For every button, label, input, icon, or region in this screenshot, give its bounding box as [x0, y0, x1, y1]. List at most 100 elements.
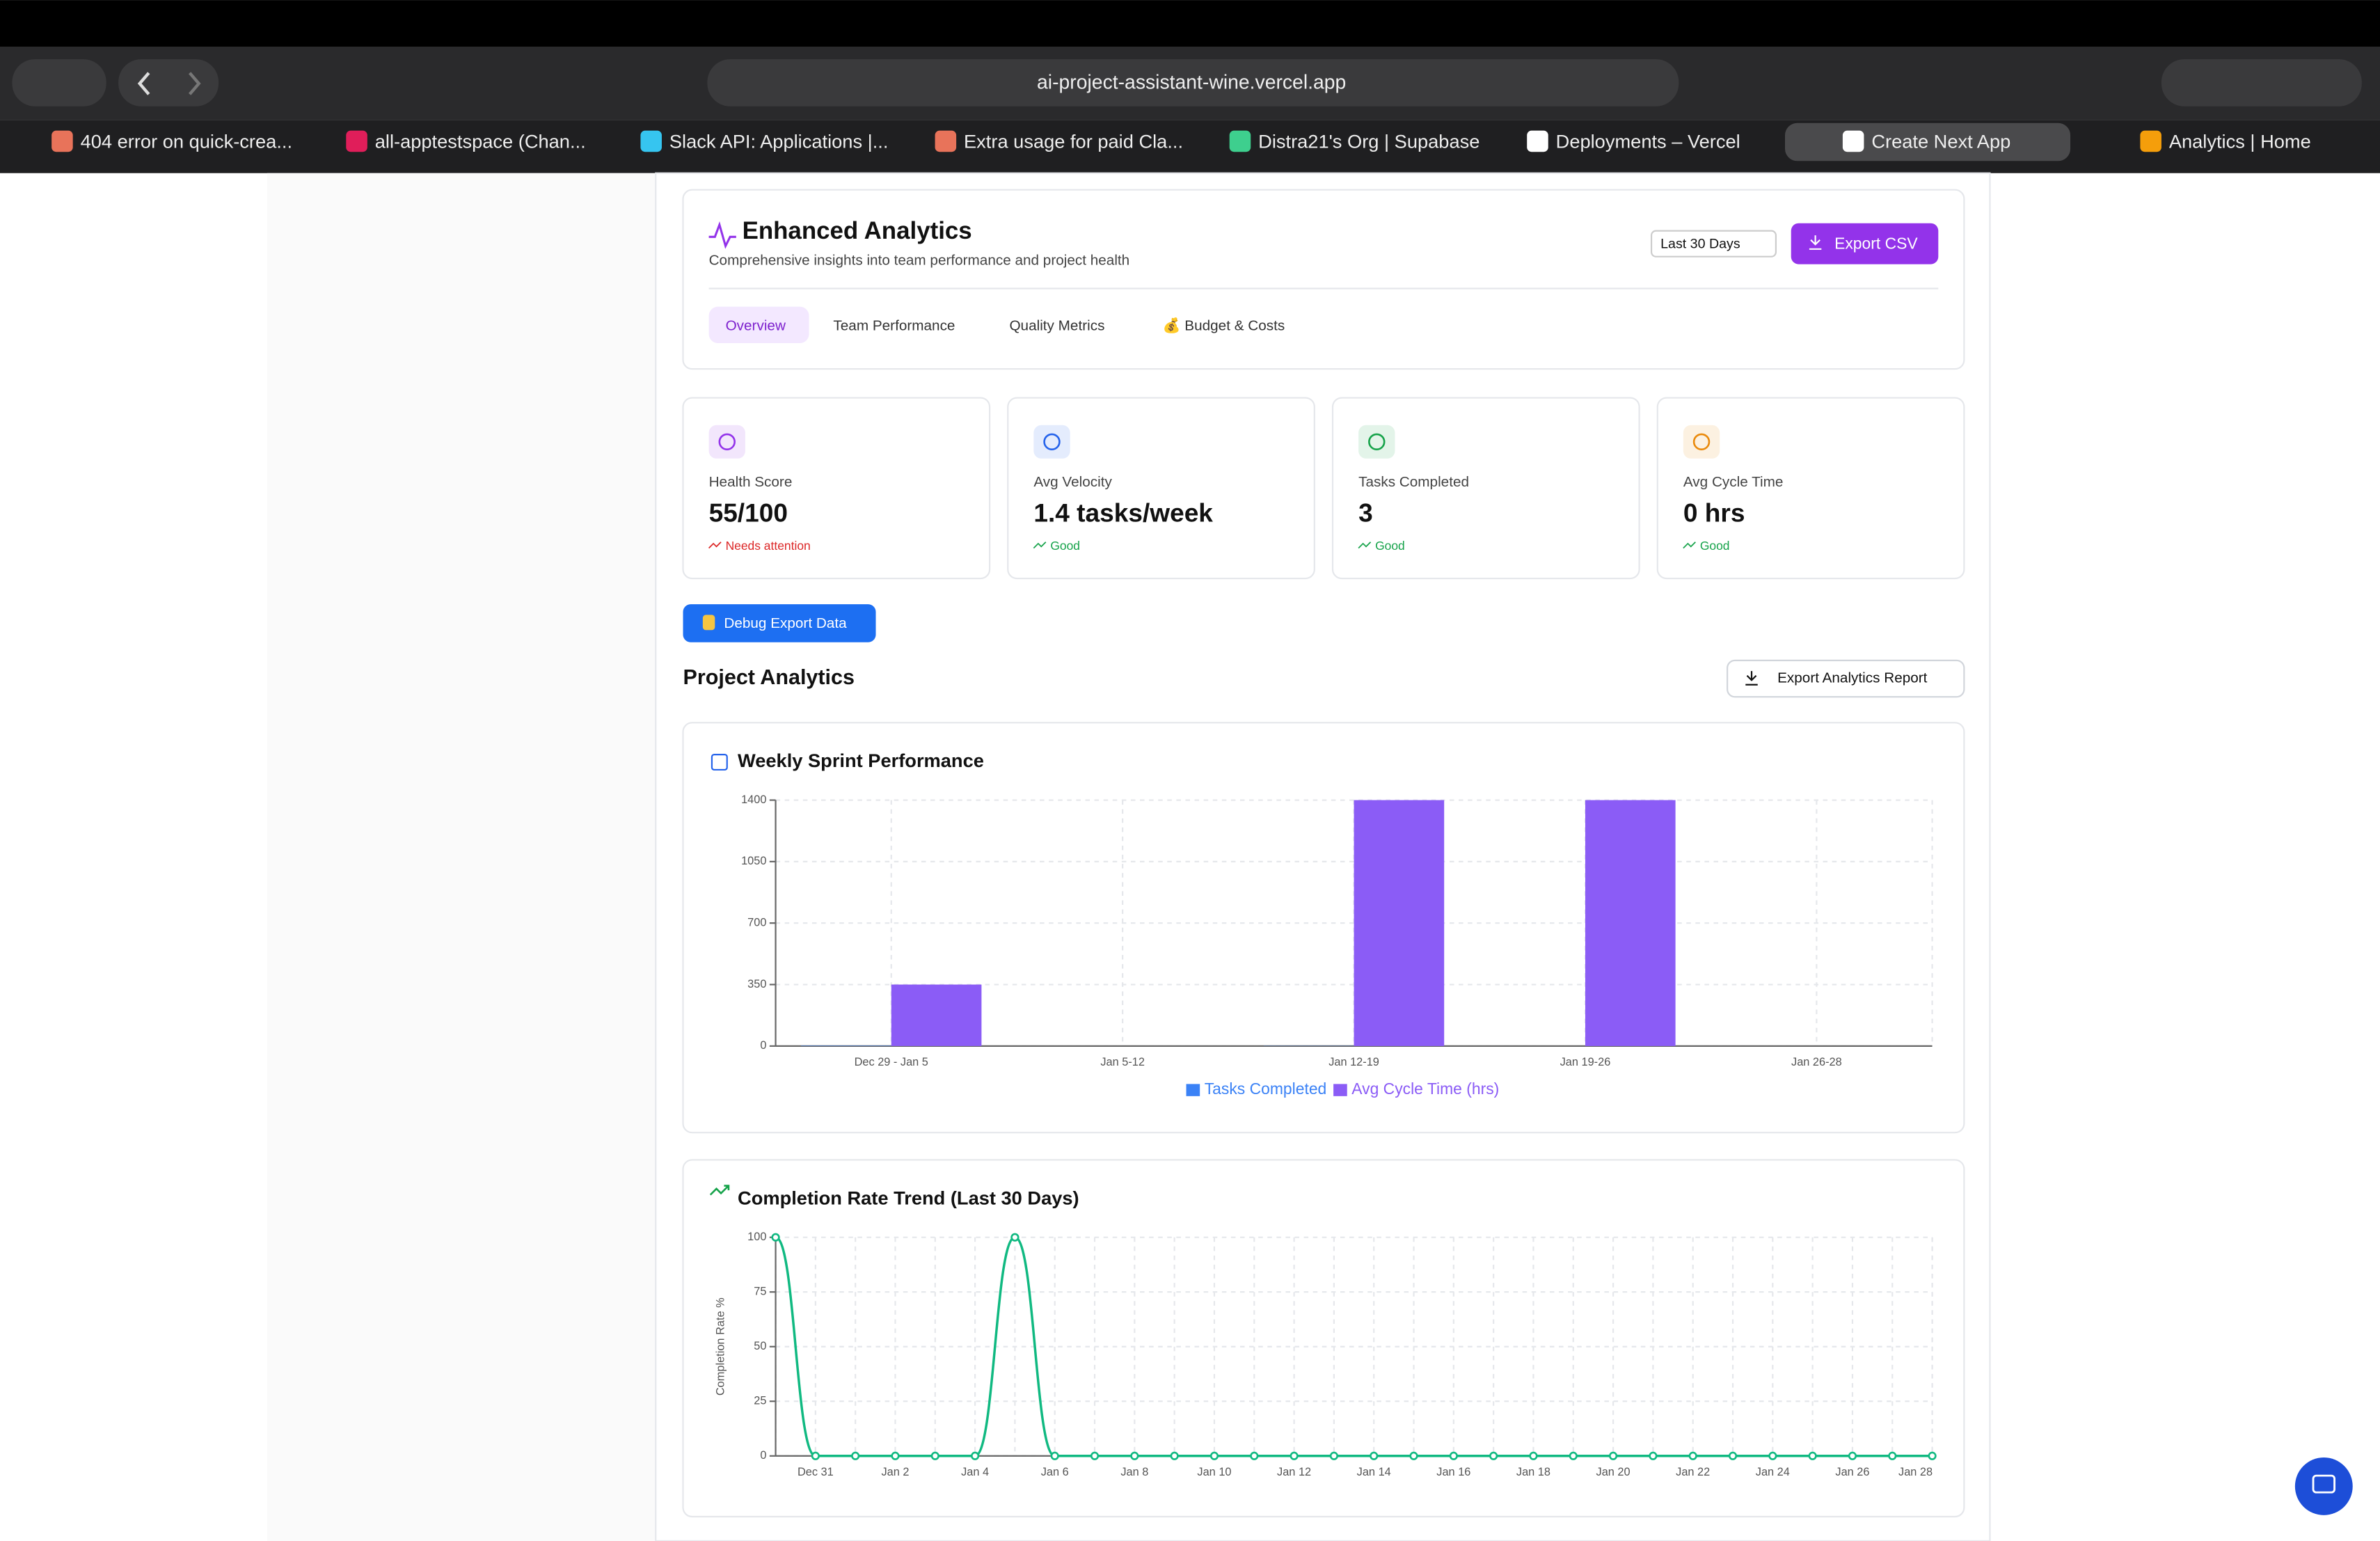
export-csv-label: Export CSV [1834, 234, 1918, 252]
point [891, 1451, 900, 1460]
stat-status: Good [1050, 539, 1080, 553]
chart-title: Weekly Sprint Performance [738, 750, 984, 771]
y-axis-label: Completion Rate % [714, 1297, 727, 1396]
section-tab[interactable]: Quality Metrics [1009, 317, 1104, 333]
bar [801, 1045, 891, 1046]
forward-icon [188, 72, 201, 95]
stat-icon-glyph [1043, 433, 1061, 451]
y-tick-label: 0 [760, 1039, 766, 1052]
x-tick-label: Jan 18 [1516, 1466, 1550, 1478]
x-tick-label: Jan 10 [1197, 1466, 1231, 1478]
url-bar[interactable] [707, 59, 1679, 106]
stat-icon-glyph [1368, 433, 1386, 451]
stat-label: Avg Cycle Time [1683, 474, 1784, 490]
legend-label: Avg Cycle Time (hrs) [1351, 1080, 1499, 1098]
chart-card [682, 1159, 1965, 1518]
line [775, 1235, 1933, 1457]
chart-title: Completion Rate Trend (Last 30 Days) [738, 1187, 1079, 1208]
range-label: Last 30 Days [1660, 236, 1740, 251]
y-tick-label: 1400 [741, 793, 766, 806]
tab-title[interactable]: Deployments – Vercel [1556, 130, 1740, 152]
tab-title[interactable]: Slack API: Applications |... [669, 130, 889, 152]
tab-title[interactable]: Distra21's Org | Supabase [1258, 130, 1479, 152]
section-tab[interactable]: 💰 Budget & Costs [1163, 317, 1285, 334]
point [1090, 1451, 1100, 1460]
tab-icon [2140, 130, 2161, 152]
calendar-icon [711, 754, 728, 770]
status-icon [1683, 542, 1696, 549]
x-tick-label: Jan 26-28 [1791, 1056, 1842, 1068]
y-tick-label: 0 [760, 1449, 766, 1462]
x-tick-label: Jan 12-19 [1328, 1056, 1379, 1068]
tab-title[interactable]: Extra usage for paid Cla... [964, 130, 1183, 152]
tab-title[interactable]: Create Next App [1871, 130, 2010, 152]
download-icon [1809, 235, 1822, 250]
nav-buttons[interactable] [118, 59, 219, 106]
x-tick-label: Jan 12 [1277, 1466, 1311, 1478]
stat-value: 3 [1358, 498, 1373, 527]
y-tick-label: 25 [754, 1395, 766, 1407]
stat-value: 0 hrs [1683, 498, 1745, 527]
debug-button[interactable] [683, 604, 876, 642]
y-tick-label: 350 [747, 978, 766, 990]
stat-icon [1683, 425, 1720, 459]
back-icon [137, 72, 150, 95]
stat-card [682, 397, 991, 580]
page-title: Enhanced Analytics [743, 217, 972, 244]
tab-title[interactable]: all-apptestspace (Chan... [375, 130, 586, 152]
section-title: Project Analytics [683, 665, 855, 689]
point [1290, 1451, 1299, 1460]
x-tick-label: Jan 16 [1436, 1466, 1470, 1478]
active-tab-pill [708, 306, 809, 344]
stat-value: 55/100 [709, 498, 788, 527]
point [1569, 1451, 1578, 1460]
x-tick-label: Jan 8 [1120, 1466, 1148, 1478]
y-tick-label: 700 [747, 917, 766, 929]
export-report-button[interactable] [1727, 659, 1965, 698]
point [1688, 1451, 1697, 1460]
stat-icon-glyph [718, 433, 736, 451]
stat-label: Tasks Completed [1358, 474, 1469, 490]
y-tick-label: 75 [754, 1286, 766, 1298]
x-tick-label: Dec 31 [798, 1466, 834, 1478]
status-icon [1033, 542, 1047, 549]
chart-card [682, 722, 1965, 1134]
x-tick-label: Jan 6 [1041, 1466, 1069, 1478]
stat-icon-glyph [1692, 433, 1711, 451]
stat-status: Needs attention [726, 539, 811, 553]
export-csv-button[interactable] [1791, 223, 1939, 264]
tab-icon [346, 130, 367, 152]
tab-title[interactable]: 404 error on quick-crea... [81, 130, 292, 152]
export-report-label: Export Analytics Report [1777, 670, 1928, 686]
range-select[interactable] [1650, 230, 1777, 258]
sidebar-button[interactable] [12, 59, 106, 106]
legend-swatch [1186, 1084, 1200, 1096]
point [1449, 1451, 1458, 1460]
chat-button[interactable] [2294, 1457, 2353, 1515]
point [1649, 1451, 1658, 1460]
stat-label: Health Score [709, 474, 793, 490]
tab-icon [640, 130, 662, 152]
stat-card [1656, 397, 1965, 580]
x-tick-label: Jan 22 [1676, 1466, 1710, 1478]
status-icon [708, 542, 722, 549]
point [1728, 1451, 1738, 1460]
point [771, 1233, 780, 1242]
x-tick-label: Jan 4 [961, 1466, 989, 1478]
section-tab[interactable]: Overview [726, 317, 786, 333]
point [1050, 1451, 1059, 1460]
point [1329, 1451, 1339, 1460]
y-tick-label: 1050 [741, 855, 766, 867]
stat-card [1331, 397, 1640, 580]
toolbar-actions[interactable] [2161, 59, 2362, 106]
tab-title[interactable]: Analytics | Home [2169, 130, 2311, 152]
point [1170, 1451, 1179, 1460]
point [1409, 1451, 1418, 1460]
tab-icon [51, 130, 73, 152]
point [1928, 1451, 1937, 1460]
stat-status: Good [1375, 539, 1405, 553]
url: ai-project-assistant-wine.vercel.app [1037, 72, 1346, 94]
section-tab[interactable]: Team Performance [833, 317, 955, 333]
